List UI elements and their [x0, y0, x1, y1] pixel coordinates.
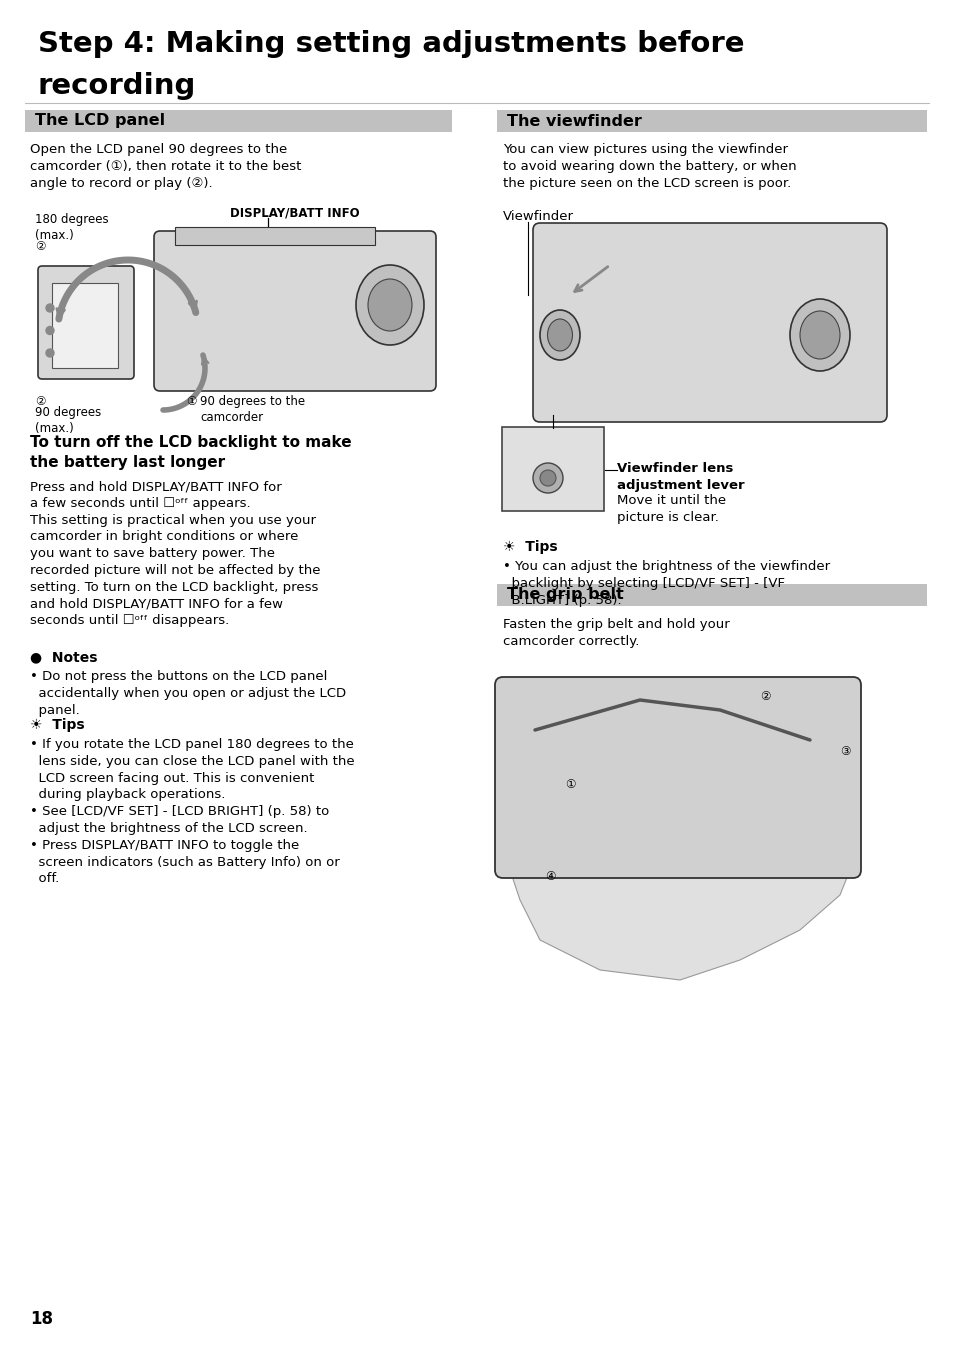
- Text: Open the LCD panel 90 degrees to the
camcorder (①), then rotate it to the best
a: Open the LCD panel 90 degrees to the cam…: [30, 142, 301, 190]
- Circle shape: [533, 463, 562, 493]
- Text: • You can adjust the brightness of the viewfinder
  backlight by selecting [LCD/: • You can adjust the brightness of the v…: [502, 560, 829, 607]
- Ellipse shape: [539, 309, 579, 360]
- Text: ②: ②: [760, 689, 770, 703]
- Text: recording: recording: [38, 72, 196, 100]
- Text: ☀  Tips: ☀ Tips: [502, 540, 558, 554]
- Text: 90 degrees
(max.): 90 degrees (max.): [35, 406, 101, 436]
- Text: 180 degrees
(max.): 180 degrees (max.): [35, 213, 109, 242]
- Text: Move it until the
picture is clear.: Move it until the picture is clear.: [617, 494, 725, 524]
- Text: ①: ①: [564, 778, 575, 791]
- Text: DISPLAY/BATT INFO: DISPLAY/BATT INFO: [230, 208, 359, 220]
- Bar: [52, 284, 118, 368]
- Ellipse shape: [800, 311, 840, 360]
- Text: ②: ②: [35, 240, 46, 252]
- Text: ●  Notes: ● Notes: [30, 650, 97, 664]
- Text: Viewfinder lens
adjustment lever: Viewfinder lens adjustment lever: [617, 461, 744, 491]
- Text: Press and hold DISPLAY/BATT INFO for
a few seconds until ☐ᵒᶠᶠ appears.
This sett: Press and hold DISPLAY/BATT INFO for a f…: [30, 480, 320, 627]
- Text: Fasten the grip belt and hold your
camcorder correctly.: Fasten the grip belt and hold your camco…: [502, 617, 729, 649]
- Bar: [497, 584, 926, 607]
- Ellipse shape: [789, 299, 849, 370]
- Bar: [174, 227, 375, 246]
- Text: The viewfinder: The viewfinder: [506, 114, 641, 129]
- Circle shape: [46, 349, 54, 357]
- FancyBboxPatch shape: [38, 266, 133, 379]
- Bar: [497, 110, 926, 132]
- Bar: [25, 110, 452, 132]
- Circle shape: [46, 304, 54, 312]
- Text: To turn off the LCD backlight to make: To turn off the LCD backlight to make: [30, 436, 352, 451]
- Text: • Do not press the buttons on the LCD panel
  accidentally when you open or adju: • Do not press the buttons on the LCD pa…: [30, 670, 346, 716]
- FancyBboxPatch shape: [153, 231, 436, 391]
- FancyBboxPatch shape: [495, 677, 861, 878]
- FancyBboxPatch shape: [533, 223, 886, 422]
- Text: 90 degrees to the
camcorder: 90 degrees to the camcorder: [200, 395, 305, 423]
- Text: ②: ②: [35, 395, 46, 408]
- Ellipse shape: [368, 280, 412, 331]
- Polygon shape: [510, 849, 849, 980]
- FancyBboxPatch shape: [501, 427, 603, 512]
- Text: ①: ①: [186, 395, 196, 408]
- Text: You can view pictures using the viewfinder
to avoid wearing down the battery, or: You can view pictures using the viewfind…: [502, 142, 796, 190]
- Text: Viewfinder: Viewfinder: [502, 210, 574, 223]
- Circle shape: [539, 470, 556, 486]
- Text: ☀  Tips: ☀ Tips: [30, 718, 85, 731]
- Text: 18: 18: [30, 1310, 53, 1329]
- Text: The LCD panel: The LCD panel: [35, 114, 165, 129]
- Text: Step 4: Making setting adjustments before: Step 4: Making setting adjustments befor…: [38, 30, 743, 58]
- Circle shape: [46, 327, 54, 334]
- Text: The grip belt: The grip belt: [506, 588, 623, 603]
- Ellipse shape: [355, 265, 423, 345]
- Text: • If you rotate the LCD panel 180 degrees to the
  lens side, you can close the : • If you rotate the LCD panel 180 degree…: [30, 738, 355, 885]
- Text: the battery last longer: the battery last longer: [30, 455, 225, 470]
- Text: ④: ④: [544, 870, 555, 883]
- Ellipse shape: [547, 319, 572, 351]
- Text: ③: ③: [840, 745, 850, 759]
